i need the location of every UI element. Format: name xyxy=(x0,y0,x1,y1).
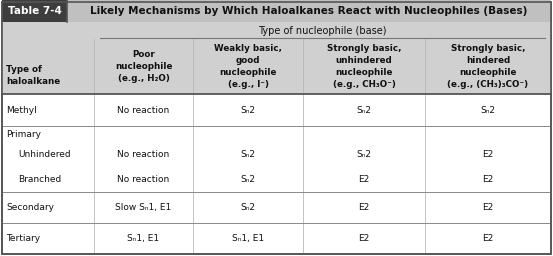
Bar xyxy=(2,22,551,39)
Text: Weakly basic,
good
nucleophile
(e.g., I⁻): Weakly basic, good nucleophile (e.g., I⁻… xyxy=(214,44,282,89)
Text: Table 7-4: Table 7-4 xyxy=(8,6,61,16)
Bar xyxy=(67,0,551,22)
Text: E2: E2 xyxy=(358,175,369,184)
Text: Sₙ2: Sₙ2 xyxy=(481,106,495,115)
Bar xyxy=(2,0,67,22)
Text: Likely Mechanisms by Which Haloalkanes React with Nucleophiles (Bases): Likely Mechanisms by Which Haloalkanes R… xyxy=(90,6,528,16)
Text: Sₙ2: Sₙ2 xyxy=(241,151,255,159)
Text: Sₙ2: Sₙ2 xyxy=(241,203,255,212)
Text: Methyl: Methyl xyxy=(6,106,36,115)
Text: Strongly basic,
unhindered
nucleophile
(e.g., CH₃O⁻): Strongly basic, unhindered nucleophile (… xyxy=(327,44,401,89)
Text: Slow Sₙ1, E1: Slow Sₙ1, E1 xyxy=(116,203,171,212)
Text: Sₙ2: Sₙ2 xyxy=(241,106,255,115)
Text: E2: E2 xyxy=(482,151,494,159)
Text: Branched: Branched xyxy=(18,175,61,184)
Text: No reaction: No reaction xyxy=(117,151,170,159)
Text: Unhindered: Unhindered xyxy=(18,151,71,159)
Text: Sₙ2: Sₙ2 xyxy=(357,151,372,159)
Text: E2: E2 xyxy=(482,203,494,212)
Text: No reaction: No reaction xyxy=(117,175,170,184)
Bar xyxy=(2,39,551,94)
Text: No reaction: No reaction xyxy=(117,106,170,115)
Text: E2: E2 xyxy=(482,234,494,243)
Text: Tertiary: Tertiary xyxy=(6,234,40,243)
Text: Sₙ1, E1: Sₙ1, E1 xyxy=(127,234,160,243)
Text: Type of nucleophile (base): Type of nucleophile (base) xyxy=(258,26,387,36)
Text: Sₙ1, E1: Sₙ1, E1 xyxy=(232,234,264,243)
Text: Primary: Primary xyxy=(6,130,41,139)
Text: Sₙ2: Sₙ2 xyxy=(241,175,255,184)
Text: E2: E2 xyxy=(358,203,369,212)
Text: E2: E2 xyxy=(358,234,369,243)
Text: Poor
nucleophile
(e.g., H₂O): Poor nucleophile (e.g., H₂O) xyxy=(115,50,172,83)
Text: Strongly basic,
hindered
nucleophile
(e.g., (CH₃)₃CO⁻): Strongly basic, hindered nucleophile (e.… xyxy=(447,44,529,89)
Text: Secondary: Secondary xyxy=(6,203,54,212)
Text: Sₙ2: Sₙ2 xyxy=(357,106,372,115)
Text: E2: E2 xyxy=(482,175,494,184)
Text: Type of
haloalkane: Type of haloalkane xyxy=(6,65,60,86)
